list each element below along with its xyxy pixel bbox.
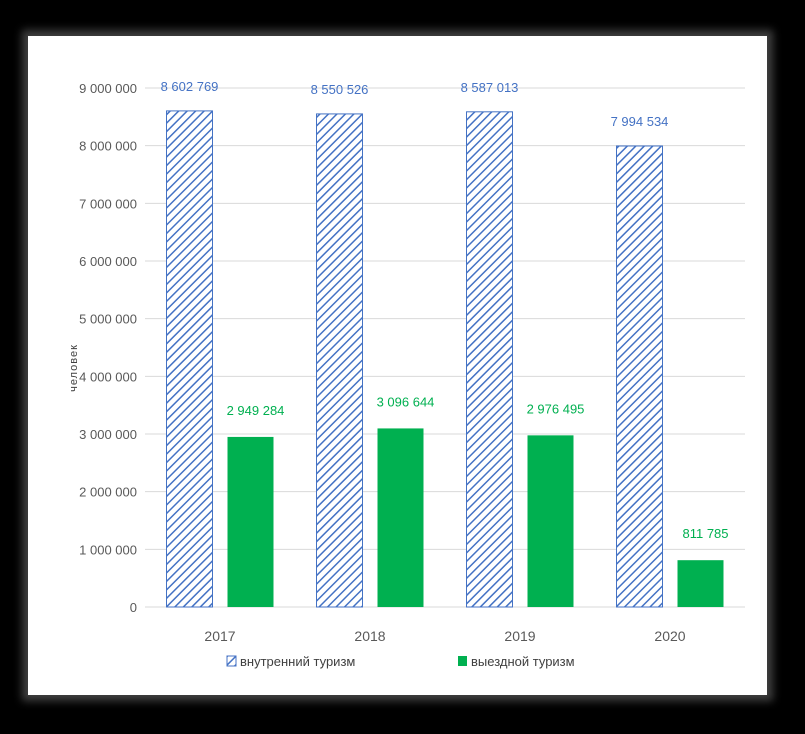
y-tick-label: 6 000 000 bbox=[79, 254, 137, 269]
data-label-domestic: 8 587 013 bbox=[461, 80, 519, 95]
x-tick-label: 2017 bbox=[204, 628, 235, 644]
bar-outbound bbox=[227, 436, 274, 607]
y-tick-label: 8 000 000 bbox=[79, 139, 137, 154]
data-labels: 8 602 769 2 949 284 8 550 526 3 096 644 8 58… bbox=[161, 79, 729, 541]
bar-outbound bbox=[677, 560, 724, 607]
x-tick-label: 2019 bbox=[504, 628, 535, 644]
x-axis-ticks: 2017 2018 2019 2020 bbox=[204, 628, 685, 644]
y-tick-label: 5 000 000 bbox=[79, 312, 137, 327]
chart-panel: 0 1 000 000 2 000 000 3 000 000 4 000 000 5 0… bbox=[30, 38, 765, 693]
legend-label: выездной туризм bbox=[471, 654, 575, 669]
data-label-domestic: 7 994 534 bbox=[611, 114, 669, 129]
y-tick-label: 9 000 000 bbox=[79, 81, 137, 96]
data-label-outbound: 811 785 bbox=[682, 526, 728, 541]
y-tick-label: 2 000 000 bbox=[79, 485, 137, 500]
bar-chart: 0 1 000 000 2 000 000 3 000 000 4 000 000 5 0… bbox=[68, 79, 745, 669]
bar-outbound bbox=[377, 428, 424, 607]
legend-swatch bbox=[226, 655, 237, 667]
y-tick-label: 4 000 000 bbox=[79, 369, 137, 384]
bar-outbound bbox=[527, 435, 574, 607]
bar-domestic bbox=[616, 145, 663, 608]
bars bbox=[166, 110, 724, 608]
bar-domestic bbox=[466, 111, 513, 608]
data-label-outbound: 2 949 284 bbox=[227, 403, 285, 418]
legend: внутренний туризм выездной туризм bbox=[226, 654, 575, 669]
data-label-domestic: 8 602 769 bbox=[161, 79, 219, 94]
data-label-outbound: 2 976 495 bbox=[527, 401, 585, 416]
y-axis-ticks: 0 1 000 000 2 000 000 3 000 000 4 000 000 5 0… bbox=[79, 81, 137, 615]
legend-label: внутренний туризм bbox=[240, 654, 355, 669]
y-tick-label: 0 bbox=[130, 600, 137, 615]
data-label-outbound: 3 096 644 bbox=[377, 394, 435, 409]
bar-domestic bbox=[316, 113, 363, 608]
data-label-domestic: 8 550 526 bbox=[311, 82, 369, 97]
y-tick-label: 7 000 000 bbox=[79, 196, 137, 211]
bar-domestic bbox=[166, 110, 213, 608]
y-axis-label: человек bbox=[68, 344, 80, 392]
x-tick-label: 2020 bbox=[654, 628, 685, 644]
legend-swatch bbox=[458, 656, 467, 666]
x-tick-label: 2018 bbox=[354, 628, 385, 644]
y-tick-label: 3 000 000 bbox=[79, 427, 137, 442]
y-tick-label: 1 000 000 bbox=[79, 542, 137, 557]
